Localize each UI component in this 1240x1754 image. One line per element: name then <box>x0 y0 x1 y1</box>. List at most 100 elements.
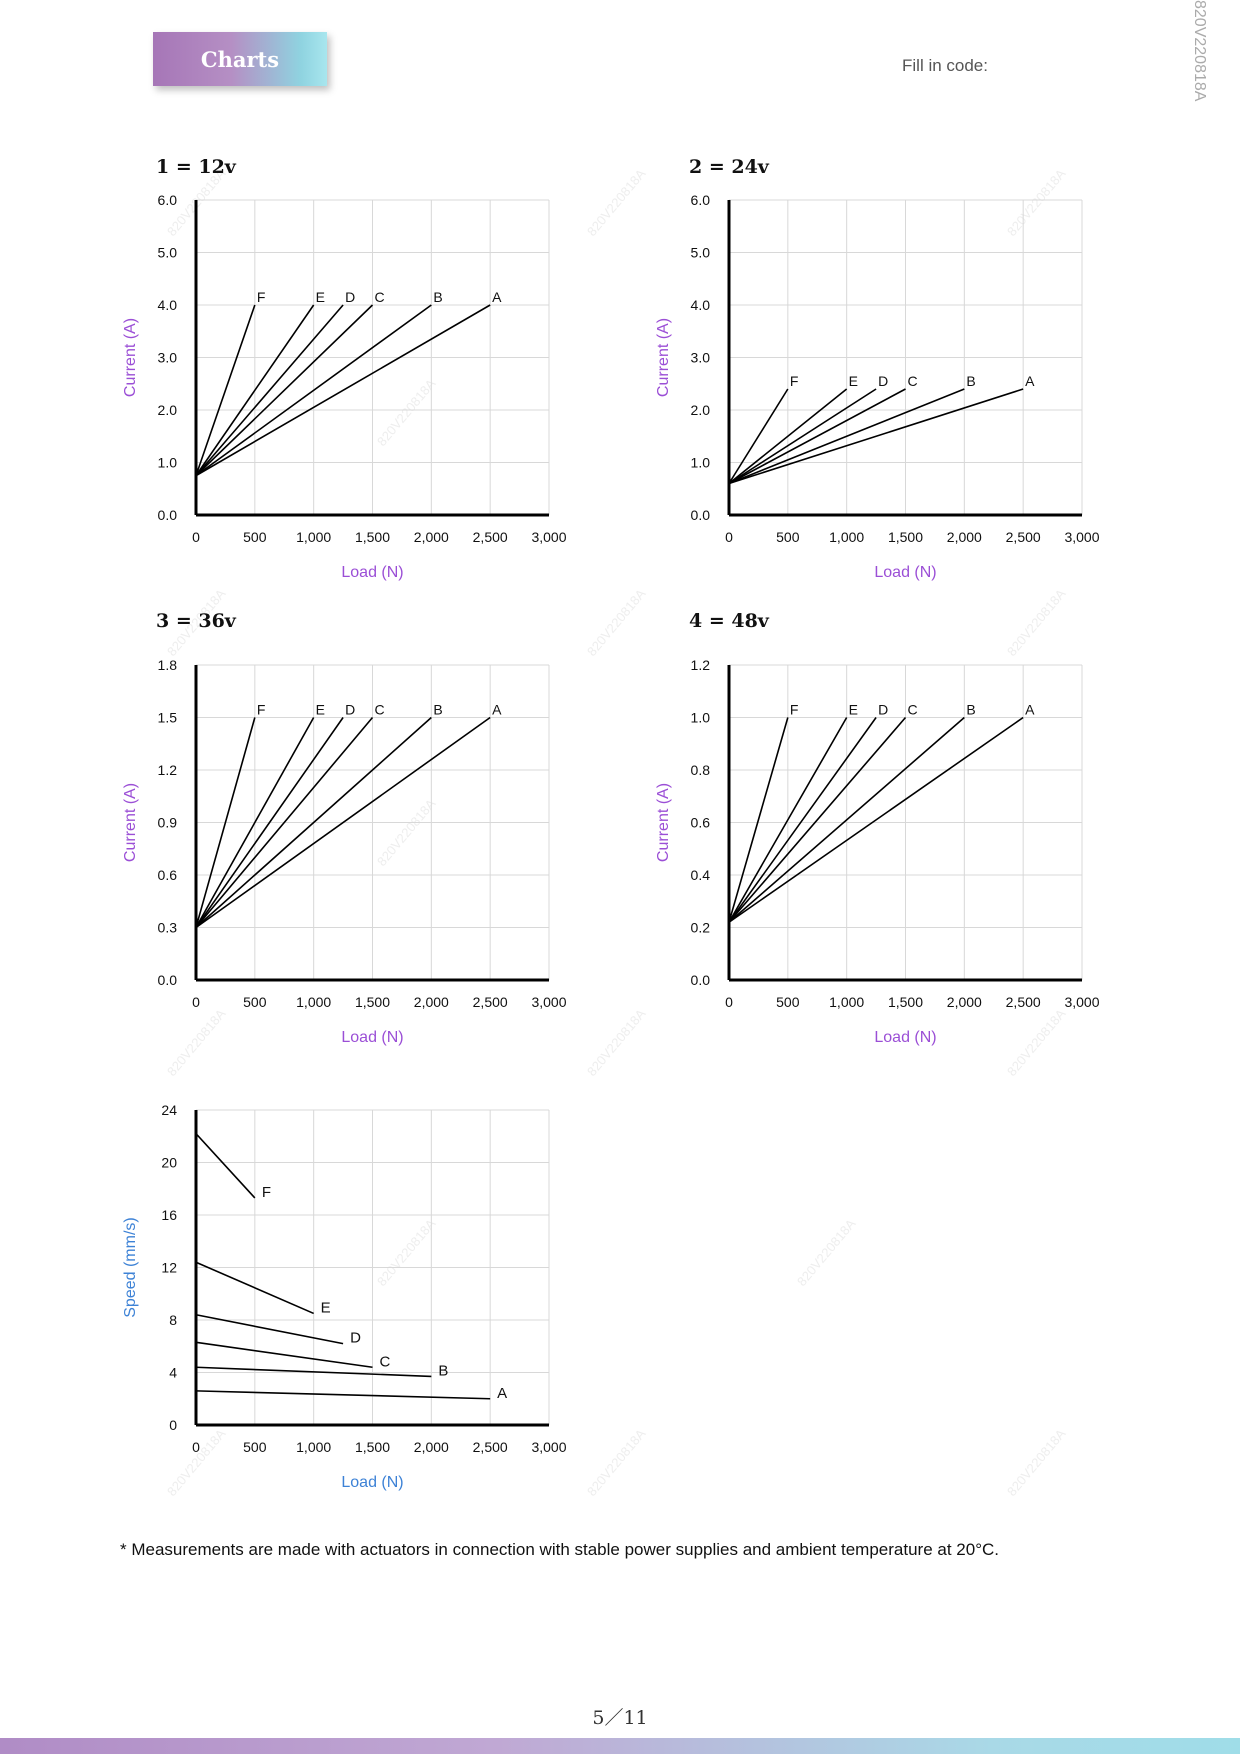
watermark: 820V220818A <box>583 166 649 239</box>
series-line-e <box>195 304 315 477</box>
x-tick-label: 1,000 <box>296 529 331 545</box>
series-line-f <box>728 388 789 484</box>
y-tick-label: 1.0 <box>158 455 178 471</box>
series-label-f: F <box>790 373 799 389</box>
series-label-b: B <box>966 702 975 718</box>
series-line-b <box>195 716 432 929</box>
series-label-e: E <box>316 702 325 718</box>
y-tick-label: 0.9 <box>158 815 178 831</box>
series-label-e: E <box>321 1299 331 1316</box>
series-label-a: A <box>1025 373 1035 389</box>
x-tick-label: 1,000 <box>296 1439 331 1455</box>
series-label-b: B <box>438 1362 448 1379</box>
y-axis-label: Current (A) <box>655 318 672 397</box>
series-line-c <box>195 716 374 929</box>
y-tick-label: 1.2 <box>158 762 178 778</box>
y-axis-label: Current (A) <box>122 783 139 862</box>
x-tick-label: 500 <box>243 1439 267 1455</box>
y-axis-label: Current (A) <box>655 783 672 862</box>
series-line-d <box>728 717 877 923</box>
y-axis-label: Current (A) <box>122 318 139 397</box>
series-label-d: D <box>345 289 355 305</box>
series-line-c <box>195 1341 373 1369</box>
y-tick-label: 1.2 <box>691 657 711 673</box>
y-tick-label: 8 <box>169 1312 177 1328</box>
series-label-b: B <box>433 289 442 305</box>
x-tick-label: 1,500 <box>355 529 390 545</box>
x-tick-label: 2,500 <box>473 1439 508 1455</box>
series-label-f: F <box>257 289 266 305</box>
y-tick-label: 6.0 <box>158 192 178 208</box>
watermark: 820V220818A <box>1003 586 1069 659</box>
series-label-d: D <box>878 373 888 389</box>
series-label-d: D <box>878 702 888 718</box>
y-tick-label: 0.3 <box>158 920 178 936</box>
watermark: 820V220818A <box>793 1216 859 1289</box>
chart-current-24v: 0 500 1,000 1,500 2,000 2,500 3,000 0.0 1.0 2.0 3.… <box>655 192 1100 581</box>
x-tick-label: 1,000 <box>829 529 864 545</box>
y-tick-label: 16 <box>161 1207 177 1223</box>
series-line-f <box>728 717 789 923</box>
series-line-a <box>195 304 491 477</box>
x-tick-label: 3,000 <box>531 529 566 545</box>
watermark: 820V220818A <box>583 1006 649 1079</box>
side-document-code: 820V220818A <box>1172 0 1212 120</box>
x-tick-label: 2,000 <box>414 529 449 545</box>
chart-title-12v: 1 = 12v <box>156 156 236 178</box>
series-label-c: C <box>375 289 385 305</box>
series-label-a: A <box>497 1385 507 1402</box>
y-axis-label: Speed (mm/s) <box>122 1217 139 1317</box>
chart-current-36v: 0 500 1,000 1,500 2,000 2,500 3,000 0.0 0.3 0.6 0.… <box>122 657 567 1046</box>
series-label-e: E <box>849 373 858 389</box>
x-tick-label: 500 <box>776 994 800 1010</box>
series-line-f <box>195 1133 256 1199</box>
y-tick-label: 24 <box>161 1102 177 1118</box>
series-label-f: F <box>262 1184 271 1201</box>
chart-title-48v: 4 = 48v <box>689 610 769 632</box>
y-tick-label: 0.4 <box>691 867 711 883</box>
x-tick-label: 1,500 <box>355 994 390 1010</box>
series-line-a <box>728 716 1024 923</box>
y-tick-label: 1.0 <box>691 455 711 471</box>
x-tick-label: 2,500 <box>473 529 508 545</box>
x-tick-label: 2,000 <box>947 994 982 1010</box>
y-tick-label: 1.8 <box>158 657 178 673</box>
chart-title-24v: 2 = 24v <box>689 156 769 178</box>
y-tick-label: 0.6 <box>158 867 178 883</box>
x-tick-label: 0 <box>725 994 733 1010</box>
x-tick-label: 500 <box>243 994 267 1010</box>
x-tick-label: 1,500 <box>888 529 923 545</box>
y-tick-label: 4.0 <box>691 297 711 313</box>
footnote: * Measurements are made with actuators i… <box>120 1540 999 1559</box>
series-label-a: A <box>1025 702 1035 718</box>
series-label-e: E <box>316 289 325 305</box>
x-axis-label: Load (N) <box>341 1474 403 1491</box>
x-tick-label: 2,500 <box>473 994 508 1010</box>
series-line-b <box>195 1366 432 1378</box>
series-label-d: D <box>350 1330 361 1347</box>
x-tick-label: 0 <box>725 529 733 545</box>
y-tick-label: 5.0 <box>158 245 178 261</box>
x-tick-label: 2,500 <box>1006 529 1041 545</box>
x-tick-label: 1,500 <box>355 1439 390 1455</box>
x-axis-label: Load (N) <box>341 1029 403 1046</box>
y-tick-label: 4 <box>169 1365 177 1381</box>
x-tick-label: 3,000 <box>1064 994 1099 1010</box>
series-label-c: C <box>908 373 918 389</box>
series-line-e <box>195 717 315 928</box>
y-tick-label: 0.2 <box>691 920 711 936</box>
x-tick-label: 500 <box>243 529 267 545</box>
x-tick-label: 3,000 <box>531 994 566 1010</box>
y-tick-label: 0.0 <box>158 507 178 523</box>
series-label-e: E <box>849 702 858 718</box>
series-line-f <box>195 717 256 928</box>
x-tick-label: 0 <box>192 529 200 545</box>
fill-in-code-label: Fill in code: <box>902 56 988 75</box>
series-label-f: F <box>257 702 266 718</box>
x-axis-label: Load (N) <box>874 564 936 581</box>
x-tick-label: 2,000 <box>414 994 449 1010</box>
series-line-e <box>728 388 848 485</box>
page-number: 5／11 <box>592 1707 648 1729</box>
series-label-d: D <box>345 702 355 718</box>
y-tick-label: 0.0 <box>691 507 711 523</box>
